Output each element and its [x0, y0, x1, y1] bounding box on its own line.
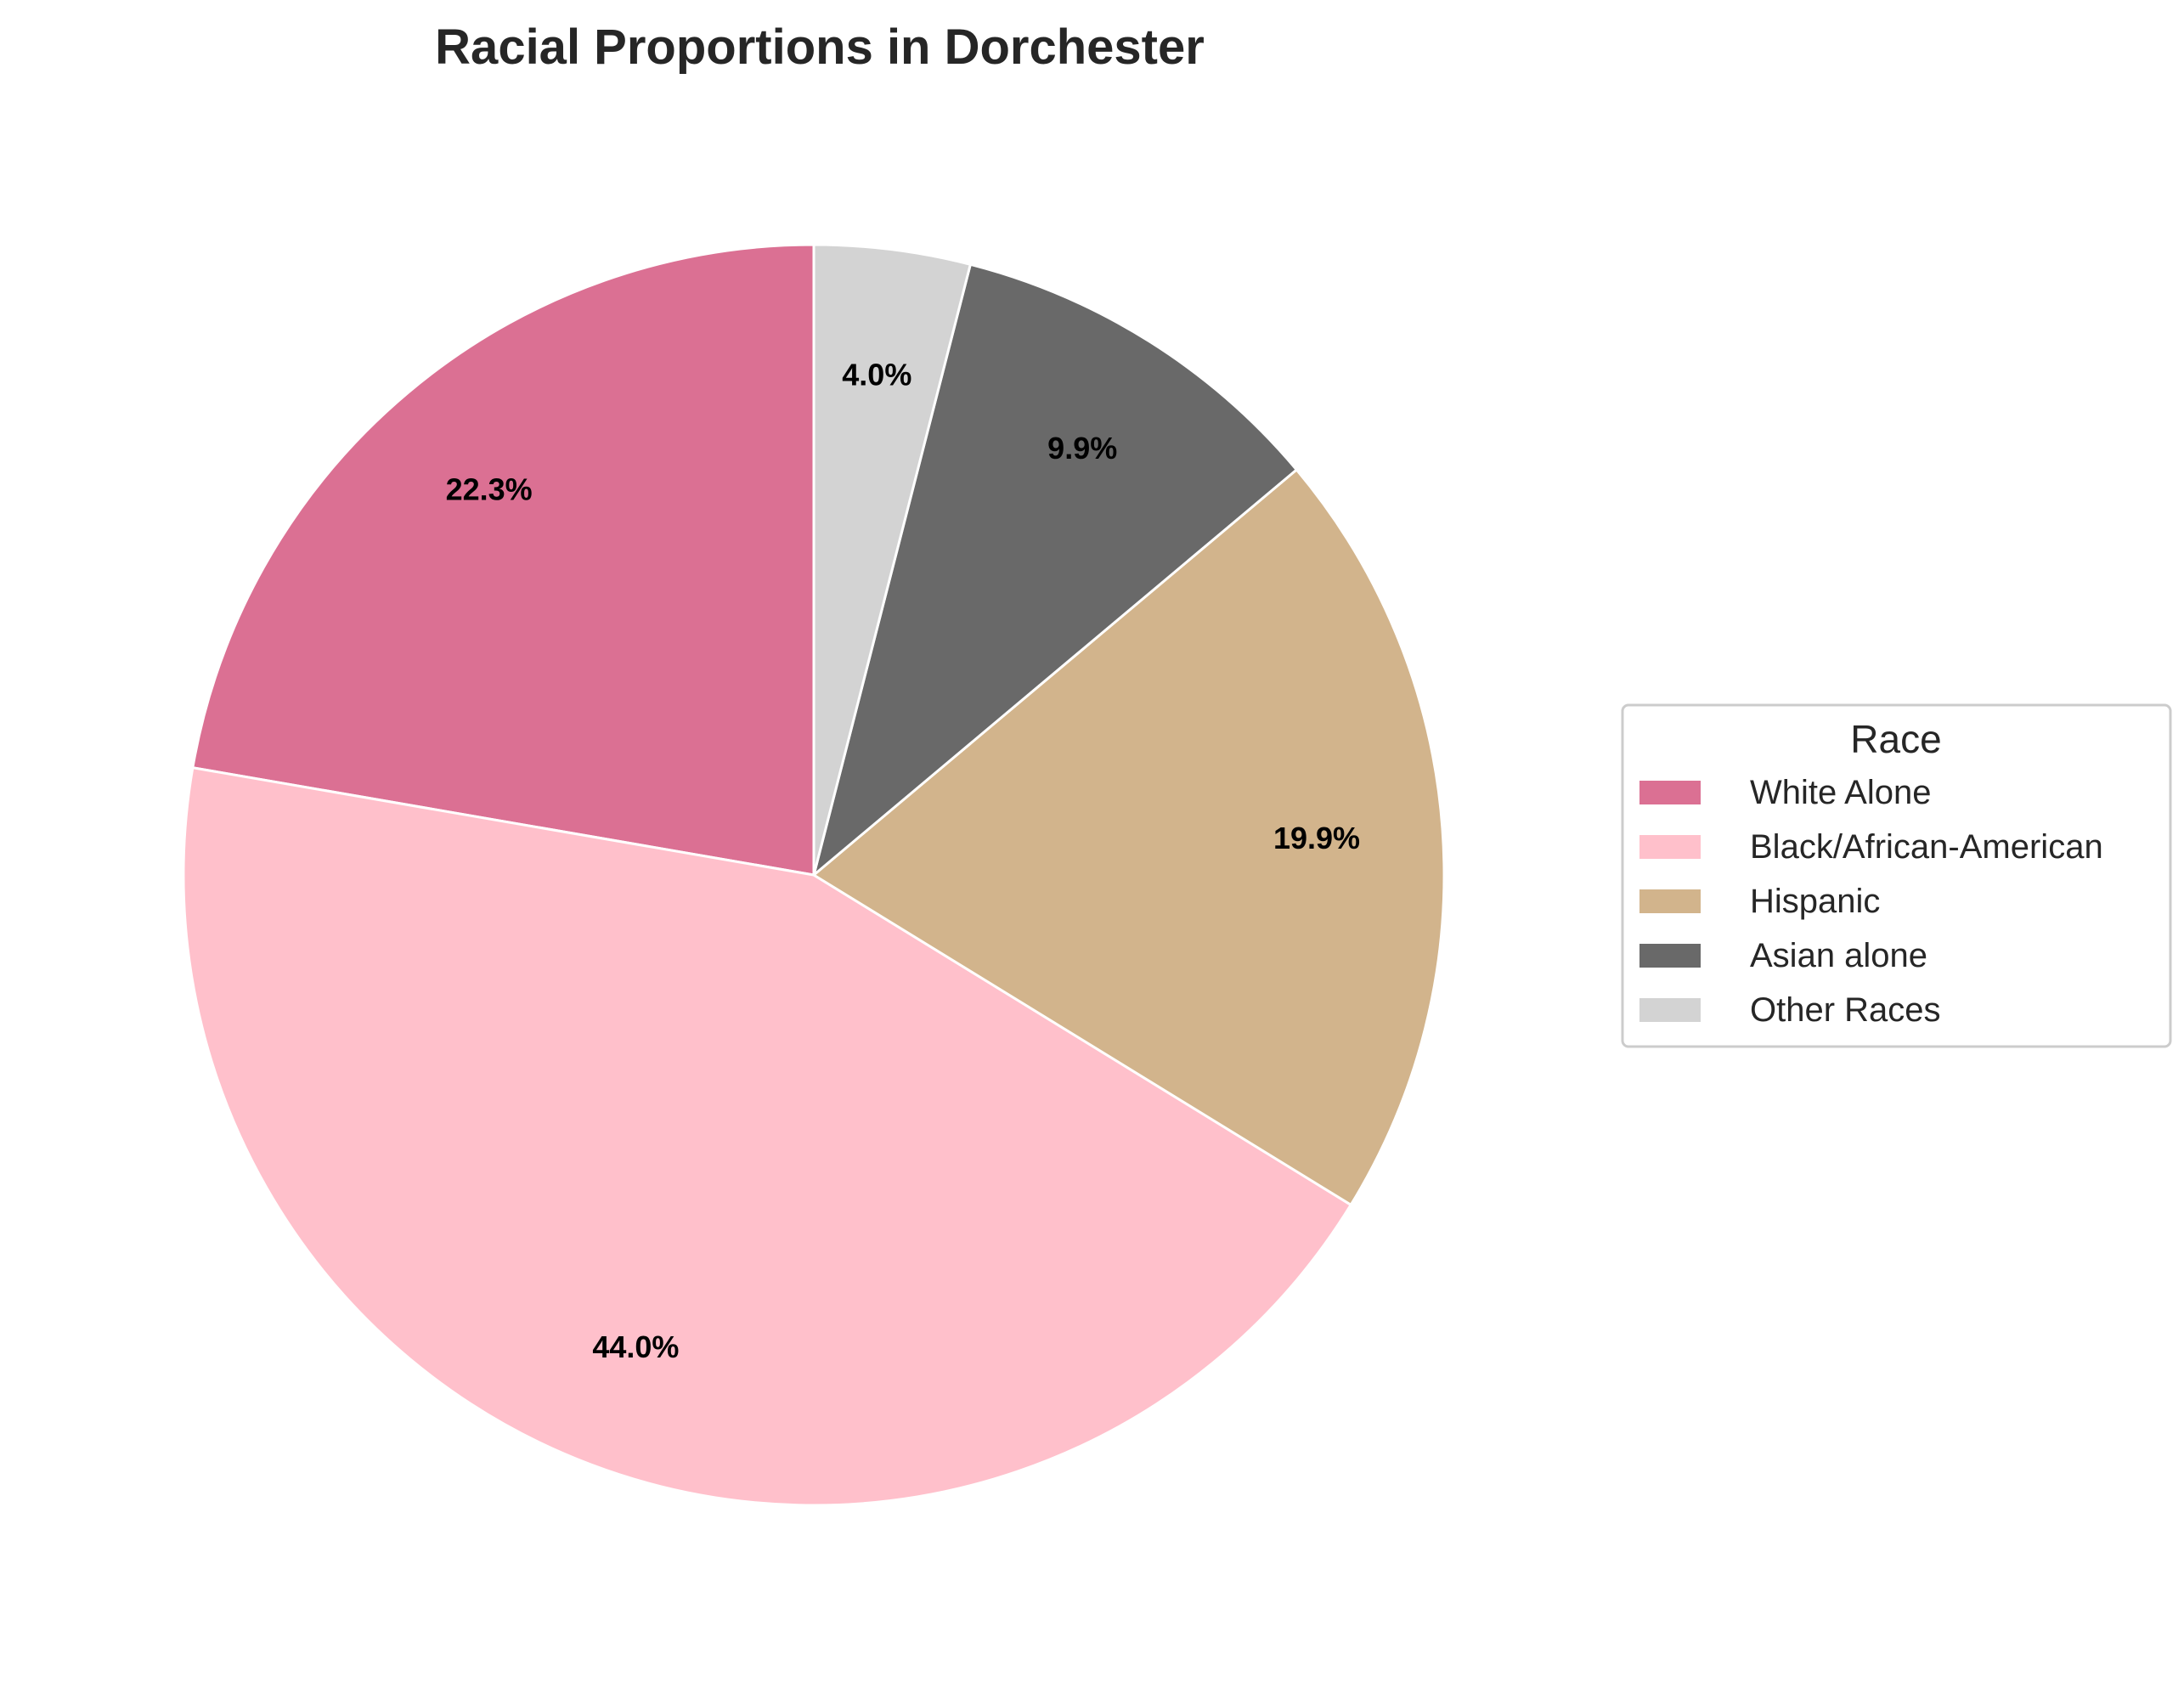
legend-label-black-african-american: Black/African-American: [1750, 828, 2103, 866]
legend-title: Race: [1850, 717, 1941, 761]
slice-label-asian-alone: 9.9%: [1047, 431, 1117, 466]
pie-slices: [182, 243, 1446, 1507]
slice-label-black-african-american: 44.0%: [592, 1329, 679, 1364]
pie-slice-other-races: [812, 243, 972, 877]
legend-frame: [1621, 703, 2172, 1048]
legend-label-other-races: Other Races: [1750, 991, 1941, 1029]
legend-label-hispanic: Hispanic: [1750, 883, 1880, 920]
pie-slice-hispanic: [812, 468, 1446, 1206]
slice-label-hispanic: 19.9%: [1273, 821, 1360, 855]
legend: Race White Alone Black/African-American Hi…: [1621, 703, 2172, 1048]
legend-label-asian-alone: Asian alone: [1750, 937, 1927, 974]
slice-labels: 22.3% 44.0% 19.9% 9.9% 4.0%: [446, 358, 1360, 1364]
slice-label-other-races: 4.0%: [842, 358, 911, 392]
pie-slice-black-african-american: [182, 766, 1352, 1507]
pie-slice-asian-alone: [812, 262, 1298, 877]
pie-slice-white-alone: [191, 243, 815, 877]
legend-swatch-hispanic: [1639, 889, 1701, 913]
legend-items: White Alone Black/African-American Hispani…: [1639, 774, 2103, 1029]
legend-label-white-alone: White Alone: [1750, 774, 1931, 811]
slice-label-white-alone: 22.3%: [446, 471, 533, 506]
legend-swatch-asian-alone: [1639, 944, 1701, 968]
legend-swatch-black-african-american: [1639, 835, 1701, 859]
chart-title: Racial Proportions in Dorchester: [435, 20, 1205, 75]
legend-swatch-other-races: [1639, 998, 1701, 1022]
legend-swatch-white-alone: [1639, 781, 1701, 804]
